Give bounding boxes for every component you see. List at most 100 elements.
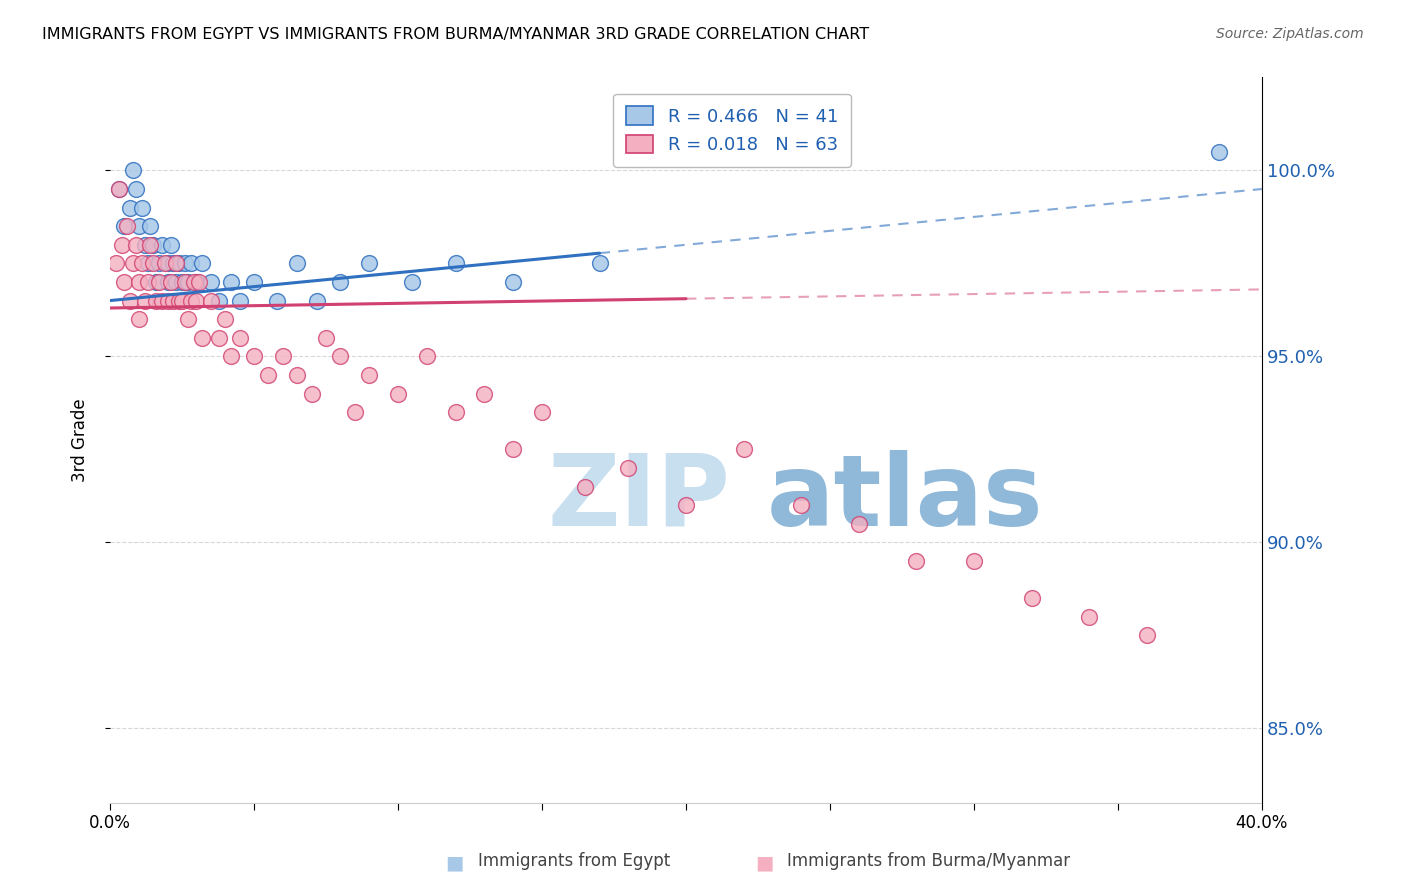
Point (257, 368, 280, 382)
Point (156, 256, 179, 270)
Point (136, 256, 159, 270)
Point (120, 201, 142, 215)
Point (114, 219, 136, 234)
Point (1136, 628, 1159, 642)
Point (219, 275, 242, 289)
Point (285, 256, 308, 270)
Point (588, 256, 610, 270)
Point (502, 442, 524, 457)
Point (905, 554, 928, 568)
Point (145, 275, 167, 289)
Point (174, 275, 197, 289)
Text: atlas: atlas (766, 450, 1043, 547)
Point (177, 312, 200, 326)
Point (530, 405, 553, 419)
Point (502, 275, 524, 289)
Point (301, 386, 323, 401)
Point (148, 275, 170, 289)
Point (243, 275, 266, 289)
Point (170, 275, 193, 289)
Point (122, 256, 145, 270)
Point (208, 331, 231, 345)
Point (285, 368, 308, 382)
Point (107, 182, 129, 196)
Point (150, 293, 173, 308)
Point (271, 349, 294, 363)
Point (329, 275, 352, 289)
Point (1208, 145, 1230, 159)
Point (444, 256, 467, 270)
Point (165, 275, 187, 289)
Point (142, 256, 165, 270)
Point (128, 312, 150, 326)
Point (167, 293, 190, 308)
Point (170, 293, 193, 308)
Point (200, 275, 222, 289)
Text: ■: ■ (755, 854, 773, 872)
Text: IMMIGRANTS FROM EGYPT VS IMMIGRANTS FROM BURMA/MYANMAR 3RD GRADE CORRELATION CHA: IMMIGRANTS FROM EGYPT VS IMMIGRANTS FROM… (42, 27, 869, 42)
Point (148, 256, 170, 270)
Point (444, 405, 467, 419)
Point (188, 275, 211, 289)
Point (134, 237, 156, 252)
Point (177, 275, 200, 289)
Point (174, 256, 197, 270)
Point (142, 237, 165, 252)
Point (359, 256, 381, 270)
Point (107, 182, 129, 196)
Point (208, 293, 231, 308)
Point (617, 461, 640, 475)
Point (120, 293, 142, 308)
Point (128, 275, 150, 289)
Point (145, 293, 167, 308)
Point (156, 275, 179, 289)
Point (150, 237, 173, 252)
Point (387, 386, 409, 401)
Point (122, 163, 145, 178)
Point (675, 498, 697, 512)
Point (228, 331, 250, 345)
Y-axis label: 3rd Grade: 3rd Grade (72, 398, 89, 482)
Point (125, 237, 148, 252)
Point (125, 182, 148, 196)
Text: Source: ZipAtlas.com: Source: ZipAtlas.com (1216, 27, 1364, 41)
Point (131, 201, 153, 215)
Point (136, 275, 159, 289)
Point (183, 275, 205, 289)
Point (963, 554, 986, 568)
Point (139, 237, 162, 252)
Point (343, 405, 366, 419)
Legend: R = 0.466   N = 41, R = 0.018   N = 63: R = 0.466 N = 41, R = 0.018 N = 63 (613, 94, 851, 167)
Point (186, 275, 208, 289)
Point (180, 293, 202, 308)
Point (574, 479, 596, 493)
Point (159, 275, 181, 289)
Text: Immigrants from Egypt: Immigrants from Egypt (478, 852, 671, 870)
Point (329, 349, 352, 363)
Point (416, 349, 439, 363)
Point (219, 349, 242, 363)
Point (104, 256, 127, 270)
Point (167, 256, 190, 270)
Point (1021, 591, 1043, 605)
Point (266, 293, 288, 308)
Point (162, 293, 184, 308)
Point (243, 349, 266, 363)
Point (200, 293, 222, 308)
Point (165, 256, 187, 270)
Point (153, 256, 176, 270)
Point (156, 293, 179, 308)
Point (191, 331, 214, 345)
Point (1078, 609, 1101, 624)
Point (474, 386, 496, 401)
Point (186, 293, 208, 308)
Point (114, 275, 136, 289)
Point (228, 293, 250, 308)
Point (790, 498, 813, 512)
Point (139, 219, 162, 234)
Point (180, 256, 202, 270)
Point (733, 442, 755, 457)
Point (848, 516, 870, 531)
Point (128, 219, 150, 234)
Text: ZIP: ZIP (548, 450, 731, 547)
